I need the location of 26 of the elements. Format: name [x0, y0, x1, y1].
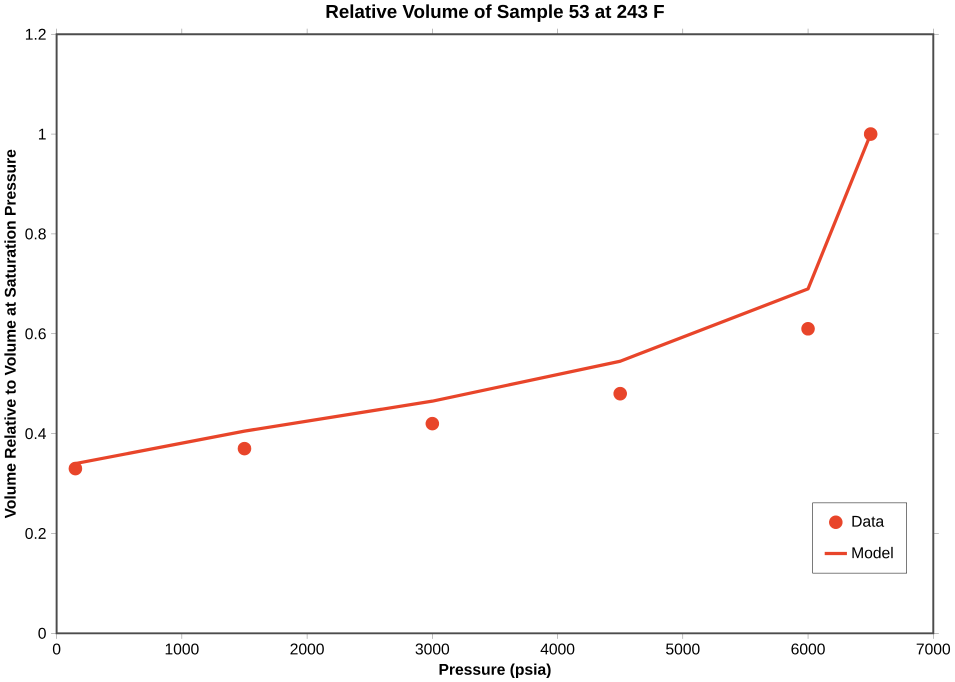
point	[426, 416, 440, 430]
y-tick-label: 0.8	[25, 228, 46, 240]
y-axis-title: Volume Relative to Volume at Saturation Pressure	[4, 150, 16, 518]
x-tick-label: 7000	[916, 643, 950, 654]
point	[238, 442, 252, 456]
y-tick-label: 0.4	[25, 428, 46, 439]
x-tick-label: 1000	[166, 643, 199, 654]
point	[864, 127, 878, 141]
x-tick-label: 6000	[791, 643, 825, 654]
x-tick-label: 3000	[416, 643, 450, 654]
y-tick-label: 1.2	[26, 28, 46, 40]
point	[613, 386, 627, 400]
y-tick-label: 1	[38, 128, 46, 140]
legend-label: Data	[852, 516, 884, 527]
point	[801, 322, 815, 336]
x-tick-label: 5000	[666, 643, 700, 654]
y-tick-label: 0	[38, 628, 46, 639]
x-axis-title: Pressure (psia)	[440, 663, 551, 678]
legend-label: Model	[852, 546, 893, 558]
point	[68, 462, 82, 476]
x-tick-label: 0	[52, 643, 60, 654]
y-tick-label: 0.6	[25, 328, 46, 340]
x-tick-label: 2000	[290, 643, 324, 654]
y-tick-label: 0.2	[25, 528, 46, 539]
chart-title: Relative Volume of Sample 53 at 243 F	[326, 4, 664, 22]
x-tick-label: 4000	[540, 643, 574, 654]
